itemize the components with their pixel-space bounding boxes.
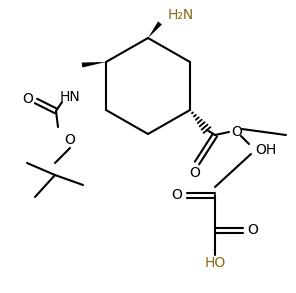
Text: HO: HO	[204, 256, 226, 270]
Text: H₂N: H₂N	[168, 8, 194, 22]
Text: OH: OH	[255, 143, 276, 157]
Polygon shape	[148, 21, 162, 38]
Text: O: O	[189, 166, 200, 180]
Text: O: O	[22, 92, 33, 106]
Text: O: O	[231, 125, 242, 139]
Text: O: O	[172, 188, 182, 202]
Text: HN: HN	[59, 90, 81, 104]
Text: O: O	[247, 223, 258, 237]
Text: O: O	[65, 133, 75, 147]
Polygon shape	[82, 62, 106, 67]
